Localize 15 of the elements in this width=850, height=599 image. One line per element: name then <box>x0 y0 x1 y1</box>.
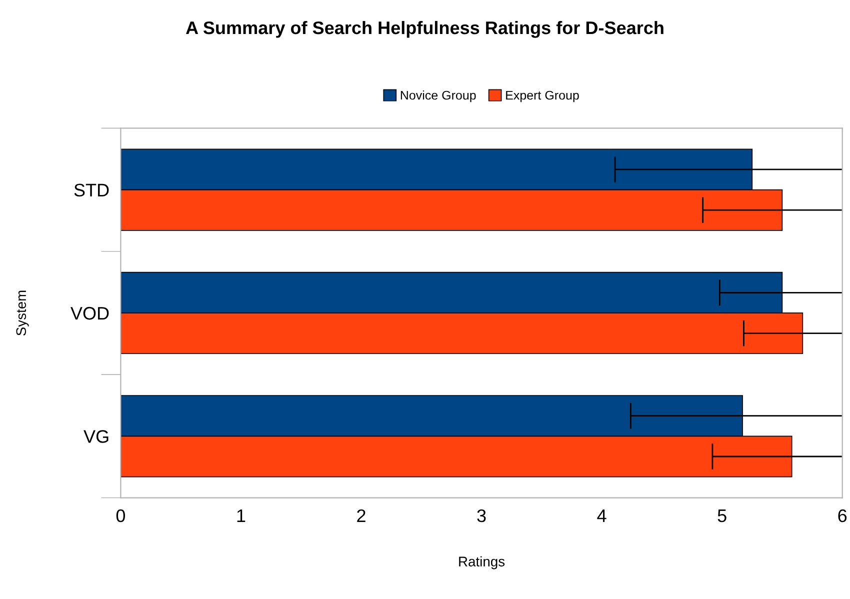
x-tick-label: 5 <box>718 510 726 522</box>
y-axis-title: System <box>16 290 29 336</box>
y-tick-label: VG <box>84 430 108 443</box>
chart-title: A Summary of Search Helpfulness Ratings for D-Search <box>186 20 664 38</box>
x-tick-label: 4 <box>597 510 606 522</box>
y-tick-label: STD <box>74 184 109 197</box>
y-tick-label: VOD <box>70 306 109 320</box>
x-tick-label: 0 <box>116 509 126 522</box>
legend-label: Expert Group <box>506 90 579 102</box>
x-axis-title: Ratings <box>459 556 505 570</box>
x-tick-label: 3 <box>477 509 486 522</box>
x-tick-label: 6 <box>838 509 847 522</box>
x-tick-label: 1 <box>237 510 246 522</box>
x-tick-label: 2 <box>357 509 366 522</box>
legend-label: Novice Group <box>400 90 476 102</box>
